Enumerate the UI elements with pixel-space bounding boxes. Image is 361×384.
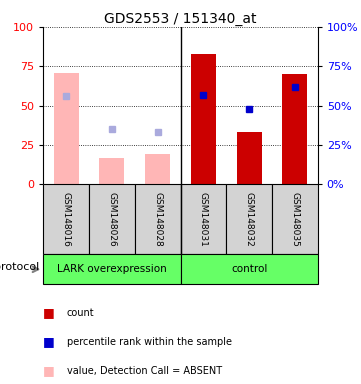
Title: GDS2553 / 151340_at: GDS2553 / 151340_at	[104, 12, 257, 26]
Bar	[145, 154, 170, 184]
Bar	[180, 184, 226, 255]
Text: GSM148026: GSM148026	[108, 192, 116, 247]
Text: GSM148035: GSM148035	[290, 192, 299, 247]
Bar	[226, 184, 272, 255]
Bar	[43, 184, 89, 255]
Bar	[54, 73, 79, 184]
Bar	[89, 184, 135, 255]
Bar	[180, 255, 318, 284]
Text: GSM148016: GSM148016	[62, 192, 71, 247]
Bar	[99, 157, 125, 184]
Bar	[282, 74, 307, 184]
Text: count: count	[67, 308, 95, 318]
Bar	[43, 255, 180, 284]
Bar	[191, 54, 216, 184]
Bar	[272, 184, 318, 255]
Text: percentile rank within the sample: percentile rank within the sample	[67, 337, 232, 347]
Text: control: control	[231, 264, 267, 274]
Text: ■: ■	[43, 306, 55, 319]
Text: protocol: protocol	[0, 262, 40, 272]
Text: GSM148028: GSM148028	[153, 192, 162, 247]
Text: GSM148031: GSM148031	[199, 192, 208, 247]
Text: ■: ■	[43, 364, 55, 377]
Text: GSM148032: GSM148032	[245, 192, 253, 247]
Text: LARK overexpression: LARK overexpression	[57, 264, 167, 274]
Text: value, Detection Call = ABSENT: value, Detection Call = ABSENT	[67, 366, 222, 376]
Bar	[236, 132, 262, 184]
Bar	[135, 184, 180, 255]
Text: ■: ■	[43, 335, 55, 348]
